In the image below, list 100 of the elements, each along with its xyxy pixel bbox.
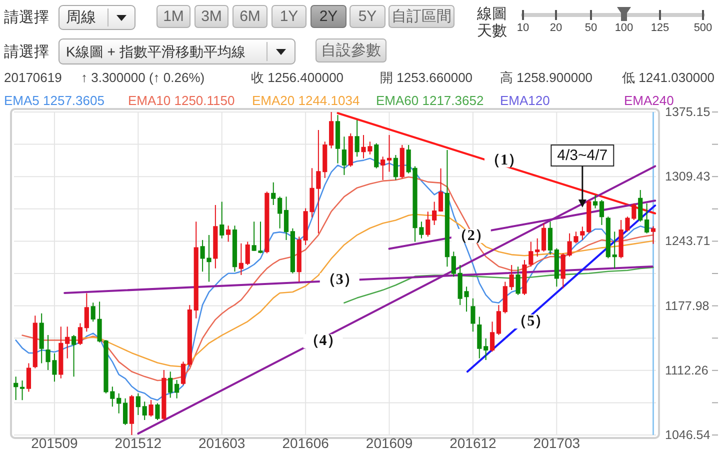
candlestick	[606, 216, 610, 259]
candlestick	[174, 379, 180, 399]
candlestick	[20, 380, 25, 401]
text: 請選擇	[4, 9, 49, 26]
candlestick	[122, 398, 128, 426]
candlestick	[490, 321, 495, 352]
text: 高 1258.900000	[500, 70, 593, 85]
candlestick	[374, 142, 379, 169]
candlestick	[78, 322, 83, 346]
text: 開 1253.660000	[380, 70, 473, 85]
candlestick	[238, 242, 244, 276]
text: 125	[650, 22, 670, 34]
candlestick	[612, 231, 617, 269]
candlestick	[290, 228, 295, 274]
annotation: （2）	[452, 228, 490, 244]
candlestick	[470, 298, 476, 332]
candlestick	[426, 211, 430, 238]
text: EMA20 1244.1034	[252, 93, 360, 108]
candlestick	[168, 371, 173, 398]
button: 2Y	[310, 5, 346, 28]
candlestick	[296, 236, 302, 282]
candlestick	[232, 225, 238, 272]
candlestick	[599, 200, 604, 226]
candlestick	[432, 201, 437, 226]
candlestick	[271, 182, 276, 206]
candlestick	[644, 202, 650, 234]
candlestick	[586, 200, 592, 234]
candlestick	[400, 144, 404, 179]
candlestick	[136, 392, 140, 416]
text: 50	[584, 22, 598, 34]
button: 自設參數	[316, 38, 386, 62]
text: 10	[516, 22, 530, 34]
text: 線圖天數	[476, 6, 507, 40]
candlestick	[496, 304, 502, 336]
y-tick-label: 1112.26	[665, 363, 708, 378]
line-series	[344, 266, 654, 304]
candlestick	[129, 394, 134, 436]
x-tick-label: 201603	[198, 435, 246, 451]
candlestick	[444, 149, 450, 268]
candlestick	[194, 221, 198, 319]
candlestick	[65, 326, 70, 359]
dropdown: K線圖 + 指數平滑移動平均線	[58, 38, 296, 64]
x-tick-label: 201703	[533, 435, 580, 451]
candlestick	[329, 112, 334, 149]
candlestick	[548, 221, 553, 256]
candlestick	[264, 191, 270, 254]
x-tick-label: 201606	[282, 435, 330, 451]
candlestick	[393, 154, 398, 180]
text: 20170619	[4, 70, 62, 85]
candlestick	[39, 312, 44, 364]
dropdown: 周線	[58, 5, 136, 30]
candlestick	[638, 189, 643, 222]
candlestick	[516, 266, 520, 296]
candlestick	[32, 315, 38, 369]
candlestick	[509, 264, 514, 290]
text: 低 1241.030000	[622, 70, 715, 85]
candlestick	[26, 362, 32, 392]
text: ↑ 3.300000 (↑ 0.26%)	[81, 70, 205, 85]
legend-label: EMA120	[500, 93, 550, 108]
candlestick	[213, 204, 218, 269]
text: 20	[550, 22, 562, 34]
candlestick	[650, 226, 656, 244]
callout-box: 4/3~4/7	[550, 144, 614, 166]
candlestick	[354, 120, 360, 158]
candlestick	[380, 156, 386, 180]
y-tick-label: 1309.43	[665, 170, 710, 184]
candlestick	[84, 292, 89, 332]
line-series	[22, 176, 654, 382]
x-tick-label: 201512	[114, 435, 162, 451]
candlestick	[541, 222, 546, 252]
candlestick	[220, 201, 224, 239]
line-series	[80, 214, 654, 368]
annotation: （4）	[304, 333, 342, 350]
candlestick	[116, 392, 122, 414]
y-tick-label: 1046.54	[665, 428, 710, 442]
text: 500	[694, 22, 712, 34]
text: 請選擇	[4, 44, 49, 60]
x-tick-label: 201612	[450, 435, 497, 451]
button: 自訂區間	[388, 5, 454, 28]
candlestick	[554, 248, 559, 288]
candlestick	[142, 401, 147, 420]
candlestick	[245, 241, 250, 266]
candlestick	[535, 238, 540, 258]
annotation: （3）	[320, 272, 358, 288]
candlestick	[322, 141, 328, 179]
candlestick	[14, 376, 18, 400]
annotation: （5）	[512, 314, 550, 330]
x-tick-label: 201509	[31, 435, 78, 451]
button: 1M	[156, 5, 190, 28]
button: 6M	[232, 5, 268, 28]
candlestick	[284, 196, 289, 241]
button: 3M	[194, 5, 228, 28]
annotation: （1）	[485, 152, 523, 168]
text: EMA60 1217.3652	[376, 93, 484, 108]
button: 1Y	[272, 5, 306, 28]
legend-label: EMA240	[624, 93, 674, 108]
candlestick	[58, 326, 64, 379]
candlestick	[386, 134, 392, 172]
candlestick	[187, 304, 192, 368]
text: EMA5 1257.3605	[4, 93, 104, 108]
